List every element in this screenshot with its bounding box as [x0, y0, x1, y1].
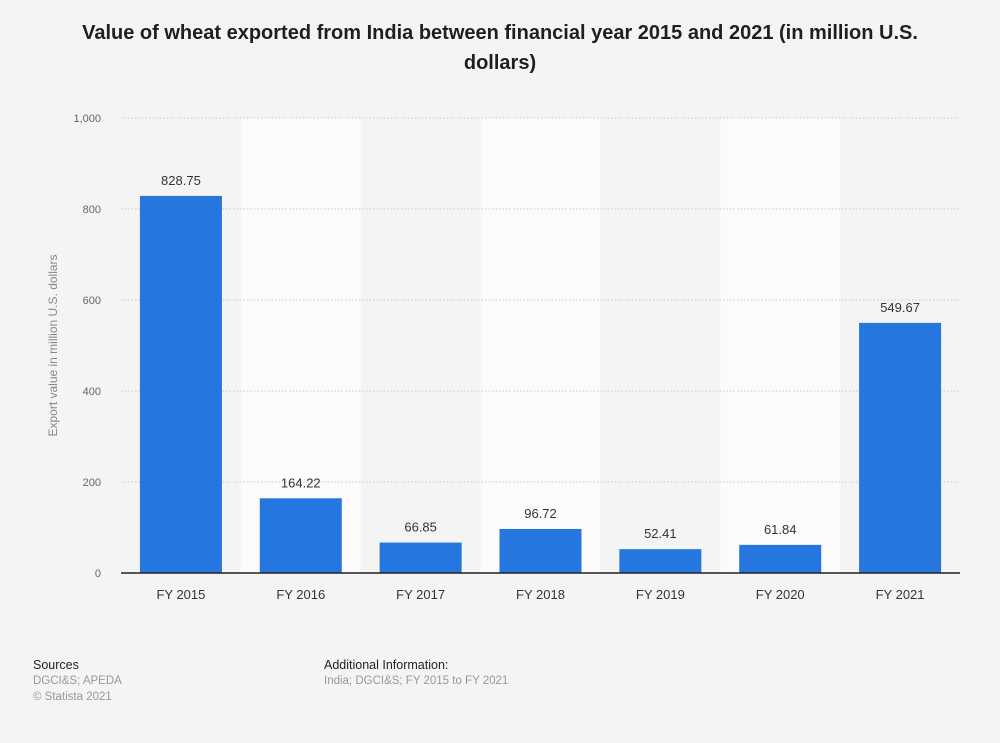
additional-info-heading: Additional Information: — [324, 658, 449, 672]
x-tick-label: FY 2015 — [156, 587, 205, 602]
bar-value-label: 61.84 — [764, 522, 797, 537]
copyright-text: © Statista 2021 — [33, 691, 112, 703]
category-bands — [240, 118, 841, 573]
bar — [379, 542, 462, 573]
x-tick-label: FY 2019 — [636, 587, 685, 602]
bar — [859, 322, 942, 573]
x-tick-label: FY 2020 — [756, 587, 805, 602]
y-tick-label: 1,000 — [73, 113, 101, 125]
x-tick-label: FY 2016 — [276, 587, 325, 602]
y-tick-label: 600 — [83, 295, 101, 307]
category-band — [720, 118, 841, 573]
sources-block: Sources DGCI&S; APEDA © Statista 2021 — [33, 657, 122, 705]
y-tick-label: 800 — [83, 204, 101, 216]
bar-value-label: 549.67 — [880, 300, 920, 315]
bar-value-label: 96.72 — [524, 506, 557, 521]
bar-value-label: 828.75 — [161, 173, 201, 188]
chart-title: Value of wheat exported from India betwe… — [82, 22, 918, 74]
y-axis-ticks: 0 200 400 600 800 1,000 — [73, 113, 101, 580]
additional-info-block: Additional Information: India; DGCI&S; F… — [324, 657, 508, 689]
bar — [619, 549, 702, 573]
bar-value-label: 164.22 — [281, 475, 321, 490]
bar — [739, 544, 822, 573]
y-tick-label: 0 — [95, 568, 101, 580]
bar — [259, 498, 342, 573]
y-tick-label: 400 — [83, 386, 101, 398]
value-labels: 828.75 164.22 66.85 96.72 52.41 61.84 549.67 — [161, 173, 920, 541]
y-axis-label: Export value in million U.S. dollars — [46, 254, 60, 436]
x-tick-label: FY 2021 — [876, 587, 925, 602]
sources-heading: Sources — [33, 658, 79, 672]
sources-text: DGCI&S; APEDA — [33, 675, 122, 687]
bar — [139, 195, 222, 573]
bars — [139, 195, 942, 573]
x-tick-label: FY 2017 — [396, 587, 445, 602]
category-band — [480, 118, 601, 573]
bar-value-label: 66.85 — [404, 520, 437, 535]
y-tick-label: 200 — [83, 477, 101, 489]
bar-value-label: 52.41 — [644, 526, 677, 541]
x-axis-ticks: FY 2015 FY 2016 FY 2017 FY 2018 FY 2019 FY 20… — [156, 587, 924, 602]
bar — [499, 528, 582, 573]
additional-info-text: India; DGCI&S; FY 2015 to FY 2021 — [324, 675, 509, 687]
x-tick-label: FY 2018 — [516, 587, 565, 602]
category-band — [240, 118, 361, 573]
